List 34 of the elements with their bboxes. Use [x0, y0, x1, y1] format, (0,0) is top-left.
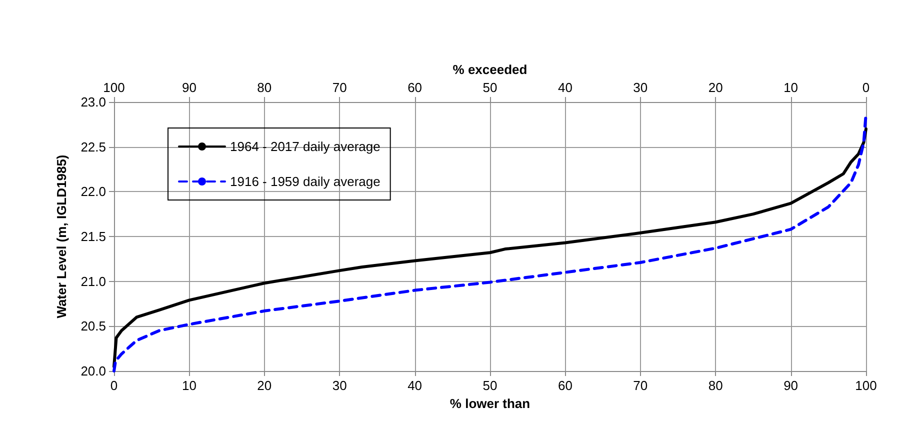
x-tick-label: 10 — [182, 378, 196, 393]
x2-tick-label: 60 — [408, 80, 422, 95]
x2-tick-label: 20 — [708, 80, 723, 95]
x-tick-label: 50 — [482, 378, 498, 393]
x2-tick-label: 100 — [103, 80, 125, 95]
legend-label: 1916 - 1959 daily average — [230, 174, 380, 189]
x2-axis-title: % exceeded — [452, 62, 528, 77]
y-tick-label: 20.0 — [80, 364, 106, 378]
y-tick-label: 21.0 — [80, 274, 106, 289]
legend-label: 1964 - 2017 daily average — [230, 139, 380, 154]
x2-tick-label: 10 — [784, 80, 798, 95]
x-tick-label: 80 — [708, 378, 723, 393]
x-tick-label: 60 — [558, 378, 572, 393]
x-tick-label: 90 — [784, 378, 798, 393]
x2-tick-label: 90 — [182, 80, 196, 95]
x2-tick-label: 70 — [332, 80, 347, 95]
x-axis-title: % lower than — [450, 396, 530, 411]
y-tick-label: 22.0 — [80, 184, 106, 200]
y-axis-title: Water Level (m, IGLD1985) — [54, 154, 69, 318]
x-tick-label: 0 — [110, 378, 118, 393]
x-tick-label: 20 — [257, 378, 272, 393]
x2-tick-label: 30 — [633, 80, 648, 95]
x-tick-label: 40 — [408, 378, 422, 393]
y-tick-label: 21.5 — [80, 229, 106, 244]
x-tick-label: 30 — [332, 378, 347, 393]
y-tick-label: 20.5 — [80, 318, 106, 334]
x-tick-label: 70 — [633, 378, 648, 393]
x2-tick-label: 50 — [482, 80, 498, 95]
x2-tick-label: 80 — [257, 80, 272, 95]
x-tick-label: 100 — [855, 378, 877, 393]
y-tick-label: 22.5 — [80, 139, 106, 154]
x2-tick-label: 0 — [862, 80, 870, 95]
x2-tick-label: 40 — [558, 80, 572, 95]
y-tick-label: 23.0 — [80, 94, 106, 110]
